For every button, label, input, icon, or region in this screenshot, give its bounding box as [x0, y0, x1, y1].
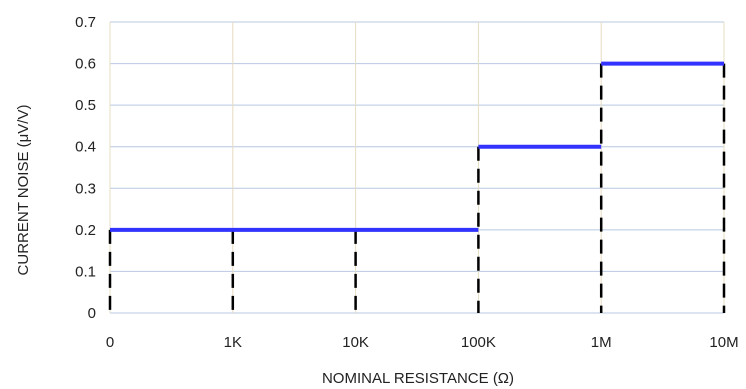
y-tick-label: 0.1: [75, 263, 96, 280]
y-tick-label: 0.5: [75, 97, 96, 114]
x-tick-label: 1M: [591, 334, 612, 351]
x-tick-label: 100K: [461, 334, 496, 351]
horizontal-gridlines: [110, 21, 724, 314]
x-tick-label: 1K: [224, 334, 242, 351]
x-tick-label: 0: [106, 334, 114, 351]
y-tick-label: 0.3: [75, 180, 96, 197]
y-tick-label: 0.4: [75, 139, 96, 156]
y-tick-label: 0.7: [75, 14, 96, 31]
y-tick-label: 0: [88, 305, 96, 322]
y-tick-label: 0.6: [75, 56, 96, 73]
x-axis-tick-labels: 0 1K 10K 100K 1M 10M: [106, 334, 739, 351]
vertical-gridlines: [109, 22, 725, 313]
dashed-drop-lines: [108, 63, 726, 313]
x-tick-label: 10K: [342, 334, 369, 351]
x-axis-title: NOMINAL RESISTANCE (Ω): [322, 370, 514, 387]
y-tick-label: 0.2: [75, 222, 96, 239]
step-series: [110, 61, 724, 232]
x-tick-label: 10M: [709, 334, 738, 351]
y-axis-tick-labels: 0 0.1 0.2 0.3 0.4 0.5 0.6 0.7: [75, 14, 96, 322]
y-axis-title: CURRENT NOISE (μV/V): [15, 105, 32, 276]
